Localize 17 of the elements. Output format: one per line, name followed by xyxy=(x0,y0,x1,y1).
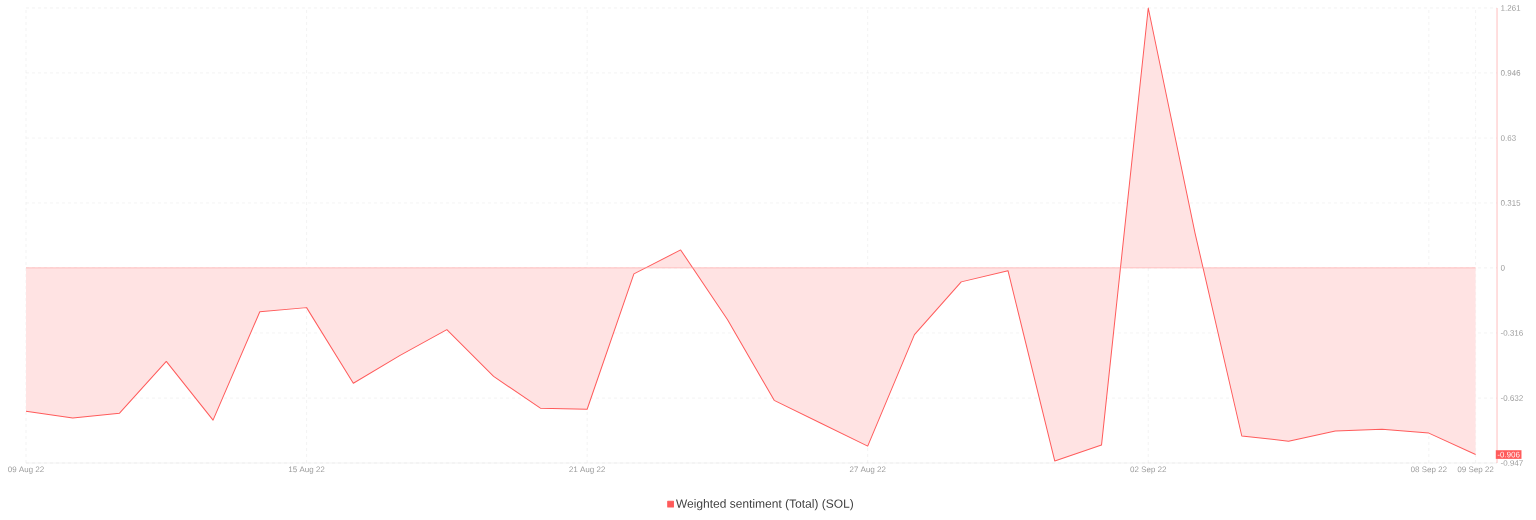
y-tick-label: 0 xyxy=(1500,265,1505,271)
y-tick-label: 0.315 xyxy=(1500,200,1521,206)
y-tick-label: 1.261 xyxy=(1501,5,1521,11)
annotation: -0.906 xyxy=(1497,451,1520,458)
y-tick-label: -0.316 xyxy=(1500,330,1523,336)
x-tick-label: 21 Aug 22 xyxy=(569,466,605,474)
legend-label: Weighted sentiment (Total) (SOL) xyxy=(675,499,854,511)
x-tick-label: 09 Aug 22 xyxy=(8,466,44,474)
x-tick-label: 08 Sep 22 xyxy=(1410,466,1447,474)
y-tick-label: 0.63 xyxy=(1500,135,1516,141)
x-tick-label: 15 Aug 22 xyxy=(288,466,325,474)
x-tick-label: 09 Sep 22 xyxy=(1457,466,1494,474)
y-tick-label: 0.946 xyxy=(1500,70,1521,76)
x-tick-label: 27 Aug 22 xyxy=(849,466,886,474)
y-tick-label: -0.632 xyxy=(1500,395,1523,401)
x-tick-label: 02 Sep 22 xyxy=(1130,466,1167,474)
y-tick-label: -0.947 xyxy=(1500,460,1523,466)
